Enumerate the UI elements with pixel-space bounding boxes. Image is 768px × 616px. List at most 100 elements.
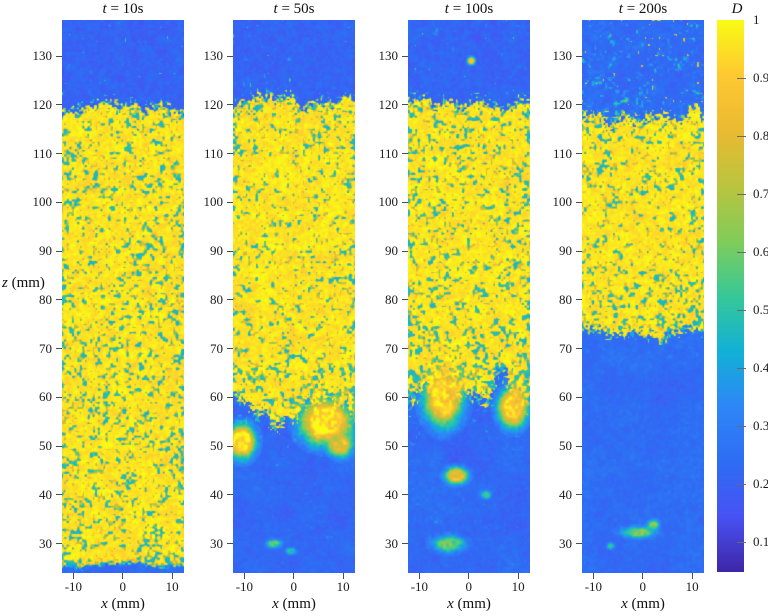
x-axis-label-variable: x [447,596,454,612]
heatmap-panel: t = 10s x (mm) 30 40 50 60 70 80 90 100 110 120 13… [33,1,184,612]
y-tick-label: 50 [559,438,572,454]
y-tick-label: 30 [210,535,223,551]
colorbar-tick-label: 0.1 [753,534,768,549]
y-tick-label: 120 [378,96,399,112]
x-tick-label: -10 [410,579,429,594]
x-tick [72,573,74,579]
y-tick [227,494,233,496]
panel-title-value: = 10s [106,1,144,17]
y-tick [227,543,233,545]
y-tick [227,396,233,398]
colorbar-tick [737,135,746,137]
y-tick [576,153,582,155]
y-tick [56,445,62,447]
y-tick-label: 80 [210,291,223,307]
y-tick [402,201,408,203]
y-tick [402,543,408,545]
y-tick-label: 60 [39,389,52,405]
y-tick-label: 50 [39,438,52,454]
x-tick [418,573,420,579]
heatmap-canvas [408,20,530,573]
colorbar-tick [737,541,746,543]
y-tick-label: 90 [559,243,572,259]
y-tick [227,104,233,106]
y-tick-label: 50 [210,438,223,454]
x-tick-label: 10 [336,579,350,594]
y-tick-label: 110 [32,145,52,161]
y-tick [576,396,582,398]
y-tick-label: 100 [378,194,399,210]
y-tick [402,445,408,447]
x-tick-label: 10 [165,579,179,594]
panel-title: t = 50s [193,1,395,18]
colorbar-tick-label: 0.8 [753,128,768,143]
y-tick-label: 110 [552,145,572,161]
y-tick [227,250,233,252]
y-tick [576,201,582,203]
colorbar-tick-label: 0.6 [753,244,768,259]
x-tick-label: 10 [685,579,699,594]
x-tick-label: -10 [235,579,254,594]
colorbar: 1 0.9 0.8 0.7 0.6 0.5 0.4 0.3 0.2 0.1 [717,12,768,572]
y-tick-label: 40 [385,486,398,502]
heatmap-canvas [582,20,704,573]
colorbar-tick [737,77,746,79]
x-tick [293,573,295,579]
y-tick-label: 70 [210,340,223,356]
panel-title: t = 200s [542,1,744,18]
x-axis-label: x (mm) [62,596,184,613]
colorbar-tick-label: 0.2 [753,476,768,491]
panel-title-value: = 200s [622,1,668,17]
y-tick [576,104,582,106]
heatmap-canvas [62,20,184,573]
z-axis-label: z (mm) [2,275,45,292]
x-tick [243,573,245,579]
y-tick [576,55,582,57]
y-tick-label: 130 [203,48,224,64]
y-tick [576,250,582,252]
x-axis-label-variable: x [272,596,279,612]
y-tick [227,299,233,301]
y-tick-label: 100 [552,194,573,210]
colorbar-tick-label: 0.7 [753,186,768,201]
z-axis-label-variable: z [2,275,8,291]
panel-title: t = 100s [368,1,570,18]
y-tick-label: 40 [559,486,572,502]
y-tick [576,348,582,350]
y-tick [227,55,233,57]
y-tick-label: 100 [32,194,53,210]
y-tick-label: 60 [210,389,223,405]
x-tick [122,573,124,579]
colorbar-tick-label: 0.4 [753,360,768,375]
y-tick [56,396,62,398]
x-tick [592,573,594,579]
x-tick [171,573,173,579]
y-tick-label: 70 [39,340,52,356]
y-tick [402,104,408,106]
y-tick [576,494,582,496]
panel-title: t = 10s [22,1,224,18]
y-tick-label: 30 [559,535,572,551]
panel-title-variable: t [102,1,107,17]
y-tick-label: 70 [385,340,398,356]
x-tick [342,573,344,579]
y-tick [402,299,408,301]
heatmap-panel: t = 50s x (mm) 30 40 50 60 70 80 90 100 110 120 13… [204,1,355,612]
y-tick-label: 30 [39,535,52,551]
x-axis-label-unit: (mm) [278,596,316,612]
y-tick [56,543,62,545]
x-tick-label: 0 [639,579,647,594]
y-tick [402,494,408,496]
y-tick-label: 70 [559,340,572,356]
z-axis-label-unit: (mm) [7,275,45,291]
y-tick [56,250,62,252]
y-tick-label: 130 [378,48,399,64]
x-axis-label-unit: (mm) [453,596,491,612]
x-tick-label: 0 [290,579,298,594]
y-tick-label: 60 [385,389,398,405]
colorbar-tick [737,251,746,253]
y-tick-label: 90 [39,243,52,259]
y-tick [576,445,582,447]
colorbar-label: D [731,1,743,17]
